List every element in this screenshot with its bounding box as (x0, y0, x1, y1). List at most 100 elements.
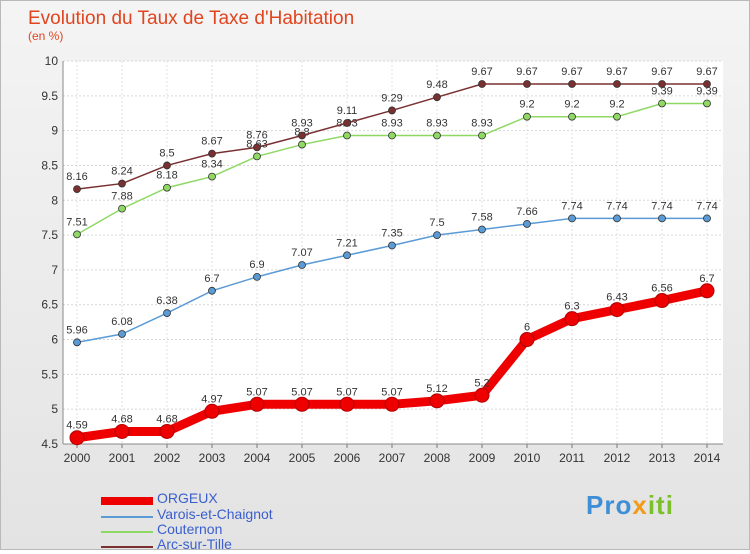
data-label: 8.18 (156, 170, 177, 182)
data-point (568, 112, 576, 121)
data-label: 8.34 (201, 159, 222, 171)
data-label: 5.96 (66, 324, 87, 336)
data-label: 5.07 (336, 386, 357, 398)
chart-title: Evolution du Taux de Taxe d'Habitation (28, 8, 355, 29)
data-label: 5.07 (246, 386, 267, 398)
y-tick-label: 5 (51, 402, 58, 416)
x-tick-label: 2010 (514, 451, 541, 465)
x-tick-label: 2004 (244, 451, 271, 465)
data-point (433, 93, 441, 102)
data-label: 9.48 (426, 79, 447, 91)
y-tick-label: 4.5 (41, 437, 58, 451)
data-point (564, 311, 580, 327)
x-tick-label: 2006 (334, 451, 361, 465)
data-point (118, 179, 126, 188)
data-label: 4.68 (111, 413, 132, 425)
data-label: 8.16 (66, 171, 87, 183)
data-label: 9.67 (651, 66, 672, 78)
data-label: 6.3 (564, 301, 579, 313)
legend-label: Arc-sur-Tille (157, 536, 232, 552)
data-label: 7.74 (561, 200, 582, 212)
data-point (613, 80, 621, 88)
data-label: 9.39 (651, 85, 672, 97)
data-label: 9.11 (337, 105, 358, 117)
data-label: 9.67 (471, 66, 492, 78)
data-point (654, 293, 670, 309)
data-label: 7.74 (651, 200, 672, 212)
legend-label: ORGEUX (157, 490, 218, 506)
y-tick-label: 7.5 (41, 228, 58, 242)
data-point (249, 396, 265, 412)
data-label: 9.67 (606, 66, 627, 78)
data-point (118, 204, 126, 213)
data-point (208, 286, 216, 295)
data-point (478, 225, 486, 234)
data-point (519, 332, 535, 348)
data-point (73, 185, 81, 194)
data-point (339, 396, 355, 412)
data-point (298, 140, 306, 149)
y-tick-label: 10 (45, 54, 59, 68)
x-tick-label: 2002 (154, 451, 181, 465)
data-label: 6.7 (699, 273, 714, 285)
data-point (523, 112, 531, 121)
data-label: 7.35 (381, 228, 402, 240)
legend-label: Varois-et-Chaignot (157, 506, 273, 522)
data-label: 8.93 (471, 118, 492, 130)
data-label: 7.51 (66, 216, 87, 228)
x-tick-label: 2011 (559, 451, 585, 465)
data-point (163, 309, 171, 317)
data-point (429, 393, 445, 409)
data-label: 5.07 (291, 386, 312, 398)
data-point (208, 172, 216, 181)
data-point (253, 152, 261, 161)
legend-swatch (101, 546, 153, 548)
data-point (73, 338, 81, 347)
data-point (388, 131, 396, 140)
data-point (609, 302, 625, 318)
data-label: 6.56 (651, 283, 672, 295)
x-tick-label: 2008 (424, 451, 451, 465)
data-label: 5.07 (381, 386, 402, 398)
data-point (163, 183, 171, 192)
data-point (118, 330, 126, 338)
y-tick-label: 9 (51, 124, 58, 138)
data-point (253, 272, 261, 281)
data-point (294, 396, 310, 412)
data-point (163, 161, 171, 170)
data-point (159, 423, 175, 439)
data-label: 8.93 (426, 118, 447, 130)
data-point (478, 80, 486, 88)
data-label: 7.88 (111, 191, 132, 203)
data-label: 8.67 (201, 136, 222, 148)
data-label: 6.9 (249, 259, 264, 271)
data-label: 8.93 (291, 118, 312, 130)
data-point (658, 80, 666, 88)
data-point (298, 131, 306, 140)
x-tick-label: 2000 (64, 451, 91, 465)
data-label: 6.7 (204, 273, 219, 285)
x-tick-label: 2001 (109, 451, 136, 465)
data-point (433, 231, 441, 239)
data-label: 9.39 (696, 85, 717, 97)
data-point (523, 220, 531, 228)
data-label: 7.58 (471, 212, 492, 224)
data-label: 7.74 (606, 200, 627, 212)
data-label: 7.5 (429, 217, 444, 229)
x-tick-label: 2003 (199, 451, 226, 465)
data-point (568, 214, 576, 223)
data-label: 4.59 (66, 420, 87, 432)
x-tick-label: 2009 (469, 451, 496, 465)
data-label: 7.07 (291, 247, 312, 259)
data-label: 6.43 (606, 292, 627, 304)
data-point (433, 131, 441, 140)
data-label: 8.5 (159, 147, 174, 159)
data-point (388, 106, 396, 115)
legend-swatch (101, 531, 153, 533)
x-tick-label: 2005 (289, 451, 316, 465)
data-point (384, 396, 400, 412)
legend-label: Couternon (157, 521, 223, 537)
data-point (204, 403, 220, 419)
